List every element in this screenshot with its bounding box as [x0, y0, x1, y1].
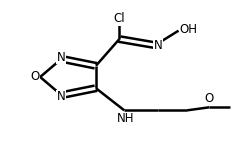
Text: Cl: Cl [114, 12, 125, 25]
Text: NH: NH [117, 112, 134, 125]
Text: N: N [57, 51, 66, 64]
Text: N: N [154, 39, 162, 52]
Text: O: O [205, 92, 214, 105]
Text: N: N [57, 90, 66, 103]
Text: OH: OH [179, 23, 197, 36]
Text: O: O [30, 71, 39, 83]
